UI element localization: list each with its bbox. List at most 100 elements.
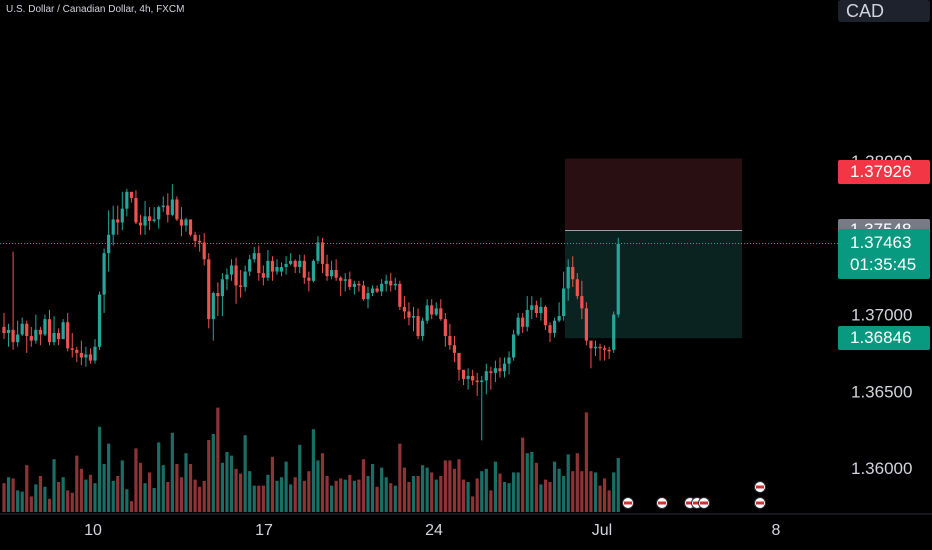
- volume-bar: [320, 453, 325, 512]
- candle-body: [425, 305, 429, 321]
- candle-body: [612, 314, 616, 350]
- candle-body: [225, 274, 229, 280]
- y-tick-label: 1.36000: [851, 459, 912, 478]
- position-zones[interactable]: [565, 158, 742, 339]
- candle-body: [93, 346, 97, 361]
- y-tick-label: 1.36500: [851, 382, 912, 401]
- candle-body: [298, 260, 302, 267]
- volume-bar: [161, 465, 165, 512]
- event-flag-stripe: [700, 501, 708, 505]
- volume-bar: [220, 462, 224, 512]
- current-price-tag[interactable]: 1.37463 01:35:45: [838, 229, 930, 280]
- candle-body: [512, 334, 516, 358]
- candle-body: [270, 260, 275, 272]
- bar-countdown: 01:35:45: [850, 255, 917, 275]
- candle-body: [521, 317, 525, 327]
- volume-bar: [361, 459, 366, 512]
- volume-bar: [589, 471, 593, 512]
- candles: [2, 184, 620, 441]
- candle-body: [475, 380, 479, 383]
- candle-body: [593, 346, 598, 349]
- candle-body: [348, 279, 352, 287]
- volume-bar: [170, 432, 174, 512]
- volume-bar: [466, 482, 470, 512]
- candle-body: [170, 199, 174, 215]
- candle-body: [34, 329, 38, 341]
- candle-body: [580, 296, 584, 309]
- volume-bar: [603, 478, 607, 512]
- candle-body: [70, 348, 74, 350]
- candle-body: [502, 363, 507, 372]
- volume-bar: [343, 479, 347, 512]
- volume-bar: [566, 454, 570, 512]
- candle-body: [448, 336, 452, 346]
- volume-bar: [239, 473, 243, 512]
- volume-bar: [471, 496, 475, 512]
- candle-body: [129, 191, 133, 198]
- volume-bar: [148, 472, 152, 512]
- volume-bar: [612, 472, 616, 512]
- candle-body: [202, 242, 206, 260]
- candle-body: [443, 319, 447, 337]
- candle-body: [61, 322, 65, 340]
- volume-bar: [188, 464, 193, 512]
- currency-label[interactable]: CAD: [838, 0, 930, 22]
- volume-bar: [25, 465, 29, 512]
- candle-body: [11, 329, 15, 343]
- candle-body: [607, 349, 611, 352]
- candle-body: [88, 354, 93, 361]
- candle-body: [366, 293, 370, 300]
- stop-price-tag[interactable]: 1.37926: [838, 160, 930, 185]
- target-price-tag[interactable]: 1.36846: [838, 326, 930, 351]
- take-profit-zone[interactable]: [565, 230, 742, 339]
- volume-bar: [129, 501, 133, 512]
- volume-bar: [184, 453, 188, 512]
- volume-bar: [580, 471, 584, 512]
- volume-bar: [357, 479, 361, 512]
- candle-body: [207, 259, 211, 320]
- candle-body: [175, 199, 179, 220]
- volume-bar: [279, 477, 284, 512]
- volume-bar: [316, 460, 320, 512]
- volume-bar: [461, 479, 466, 512]
- candle-body: [138, 222, 143, 226]
- volume-bar: [125, 489, 129, 512]
- volume-bar: [557, 468, 561, 512]
- x-tick-label: Jul: [592, 522, 612, 539]
- candle-body: [311, 260, 315, 281]
- volume-bar: [334, 480, 338, 512]
- volume-bar: [498, 473, 502, 512]
- volume-bar: [234, 468, 238, 512]
- volume-bar: [489, 490, 493, 512]
- candle-body: [361, 285, 366, 300]
- candle-body: [157, 207, 161, 220]
- candle-body: [320, 242, 325, 264]
- candle-body: [461, 369, 466, 379]
- volume-bar: [66, 490, 70, 512]
- candle-body: [534, 305, 538, 314]
- volume-bar: [512, 472, 516, 512]
- candle-body: [393, 283, 397, 286]
- stop-loss-zone[interactable]: [565, 158, 742, 231]
- volume-bar: [575, 453, 579, 512]
- volume-bar: [330, 485, 334, 512]
- candle-body: [411, 316, 416, 318]
- volume-bar: [70, 492, 74, 512]
- candle-body: [248, 259, 252, 272]
- candle-body: [216, 293, 220, 297]
- x-axis[interactable]: 10 17 24 Jul 8: [0, 513, 932, 539]
- volume-bar: [289, 484, 293, 512]
- volume-bar: [252, 485, 256, 512]
- event-flag-stripe: [624, 501, 632, 505]
- candle-body: [421, 320, 425, 337]
- volume-bar: [75, 455, 79, 512]
- candle-body: [302, 260, 306, 278]
- candle-body: [79, 352, 83, 358]
- candle-body: [380, 283, 384, 292]
- economic-events[interactable]: [622, 481, 766, 509]
- volume-bar: [57, 482, 61, 512]
- event-flag-stripe: [686, 501, 694, 505]
- event-flag-stripe: [693, 501, 701, 505]
